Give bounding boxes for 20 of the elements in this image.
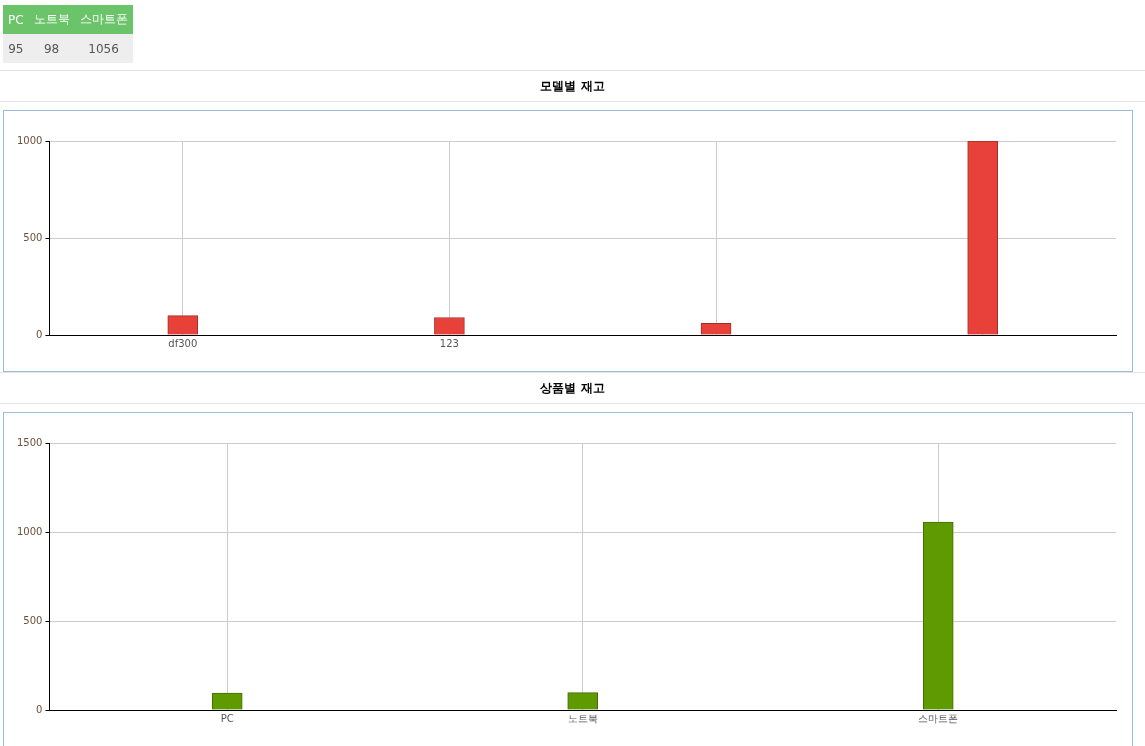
x-tick-label: PC bbox=[220, 712, 234, 724]
y-tick-label: 1500 bbox=[17, 436, 43, 448]
y-tick-label: 0 bbox=[36, 328, 43, 340]
y-tick-label: 500 bbox=[23, 614, 43, 626]
y-tick-label: 0 bbox=[36, 703, 43, 715]
y-tick-label: 1000 bbox=[17, 134, 43, 146]
text: 95 bbox=[8, 41, 24, 56]
chart-title: 모델별 재고 bbox=[0, 70, 1145, 102]
chart-title: 상품별 재고 bbox=[0, 372, 1145, 404]
text: 98 bbox=[43, 41, 60, 56]
category-label: 노트북 bbox=[28, 5, 75, 34]
x-tick-label: 123 bbox=[439, 337, 459, 349]
category-label: 스마트폰 bbox=[74, 5, 133, 34]
x-tick-label: 노트북 bbox=[567, 712, 598, 724]
y-tick-label: 1000 bbox=[17, 525, 43, 537]
x-tick-label: 스마트폰 bbox=[918, 712, 959, 724]
x-tick-label: df300 bbox=[168, 337, 198, 349]
y-tick-label: 500 bbox=[23, 231, 43, 243]
text: 1056 bbox=[88, 41, 119, 56]
category-label: PC bbox=[3, 5, 29, 34]
